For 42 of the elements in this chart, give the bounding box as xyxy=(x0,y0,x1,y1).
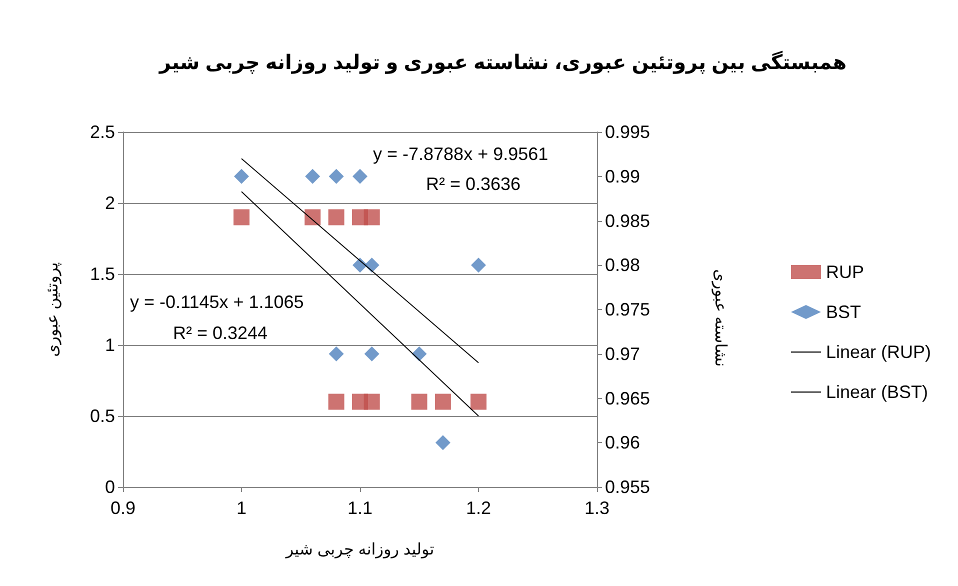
x-tick-label: 0.9 xyxy=(110,498,136,518)
annotation: R² = 0.3636 xyxy=(426,174,521,194)
point xyxy=(234,168,249,184)
y2-tick-label: 0.995 xyxy=(605,122,650,142)
x-axis-title: تولید روزانه چربی شیر xyxy=(284,542,434,558)
point xyxy=(471,258,486,273)
y2-tick-label: 0.975 xyxy=(605,300,650,320)
y2-tick-label: 0.985 xyxy=(605,210,650,231)
annotation: y = -7.8788x + 9.9561 xyxy=(373,144,548,164)
point xyxy=(352,168,368,184)
legend-label: Linear (BST) xyxy=(826,382,928,402)
y-axis-title: پروتئین عبوری xyxy=(44,262,62,357)
point xyxy=(328,168,344,184)
x-tick-label: 1.1 xyxy=(347,498,373,518)
point xyxy=(412,346,427,362)
y2-axis-title: نشاسته عبوری xyxy=(712,269,728,367)
point xyxy=(364,346,380,362)
annotation: R² = 0.3244 xyxy=(173,323,268,343)
legend-label: RUP xyxy=(826,262,864,282)
y-tick-label: 1 xyxy=(104,335,115,355)
y-tick-label: 2 xyxy=(104,193,115,213)
y2-tick-label: 0.955 xyxy=(605,477,650,497)
y2-tick-label: 0.98 xyxy=(605,255,640,276)
y-tick-label: 0 xyxy=(104,477,115,497)
point xyxy=(364,258,380,273)
x-tick-label: 1.3 xyxy=(584,498,610,518)
y2-tick-label: 0.96 xyxy=(605,432,640,453)
y2-tick-label: 0.97 xyxy=(605,344,640,364)
y2-tick-label: 0.965 xyxy=(605,388,650,408)
legend-label: Linear (RUP) xyxy=(826,342,931,362)
x-tick-label: 1.2 xyxy=(466,498,492,518)
point xyxy=(305,168,320,184)
y-tick-label: 0.5 xyxy=(90,406,115,426)
annotation: y = -0.1145x + 1.1065 xyxy=(130,292,304,312)
x-tick-label: 1 xyxy=(236,498,247,518)
point xyxy=(328,346,344,362)
y-tick-label: 2.5 xyxy=(90,122,115,142)
y-tick-label: 1.5 xyxy=(90,264,115,284)
point xyxy=(435,435,450,450)
chart-title: همبستگی بین پروتئین عبوری، نشاسته عبوری و تولید روزانه چربی شیر xyxy=(158,50,847,74)
legend-label: BST xyxy=(826,302,861,322)
y2-tick-label: 0.99 xyxy=(605,166,640,186)
